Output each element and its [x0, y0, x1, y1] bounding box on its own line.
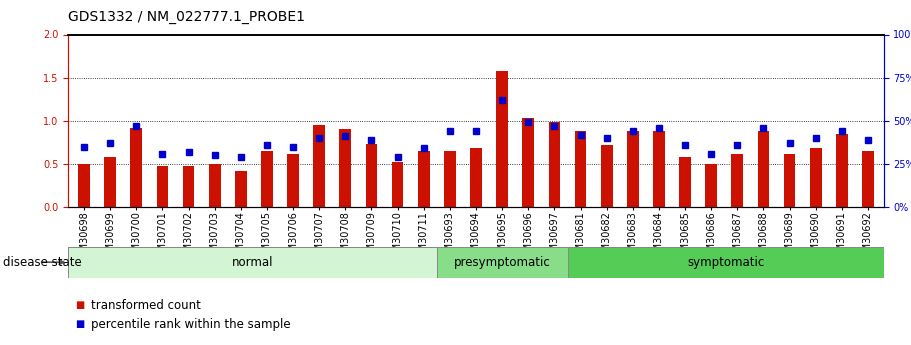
Bar — [287, 154, 299, 207]
Text: transformed count: transformed count — [91, 299, 201, 312]
Text: normal: normal — [231, 256, 273, 269]
Text: ■: ■ — [75, 319, 84, 329]
Bar — [444, 151, 456, 207]
Text: presymptomatic: presymptomatic — [454, 256, 550, 269]
Bar — [436, 247, 568, 278]
Bar — [568, 247, 884, 278]
Bar — [261, 151, 272, 207]
Bar — [575, 131, 587, 207]
Bar — [783, 154, 795, 207]
Bar — [732, 154, 743, 207]
Bar — [705, 164, 717, 207]
Bar — [340, 129, 352, 207]
Bar — [758, 131, 769, 207]
Bar — [365, 144, 377, 207]
Bar — [78, 164, 90, 207]
Text: disease state: disease state — [3, 256, 81, 269]
Text: ■: ■ — [75, 300, 84, 310]
Text: percentile rank within the sample: percentile rank within the sample — [91, 318, 291, 331]
Bar — [600, 145, 612, 207]
Bar — [470, 148, 482, 207]
Bar — [653, 131, 665, 207]
Bar — [157, 167, 169, 207]
Bar — [183, 167, 194, 207]
Bar — [496, 71, 508, 207]
Bar — [104, 157, 116, 207]
Bar — [392, 162, 404, 207]
Bar — [862, 151, 874, 207]
Bar — [418, 151, 430, 207]
Text: symptomatic: symptomatic — [687, 256, 764, 269]
Bar — [627, 131, 639, 207]
Bar — [68, 247, 436, 278]
Bar — [313, 125, 325, 207]
Bar — [209, 164, 220, 207]
Bar — [680, 157, 691, 207]
Bar — [522, 118, 534, 207]
Bar — [836, 134, 848, 207]
Text: GDS1332 / NM_022777.1_PROBE1: GDS1332 / NM_022777.1_PROBE1 — [68, 10, 305, 24]
Bar — [130, 128, 142, 207]
Bar — [235, 171, 247, 207]
Bar — [810, 148, 822, 207]
Bar — [548, 122, 560, 207]
